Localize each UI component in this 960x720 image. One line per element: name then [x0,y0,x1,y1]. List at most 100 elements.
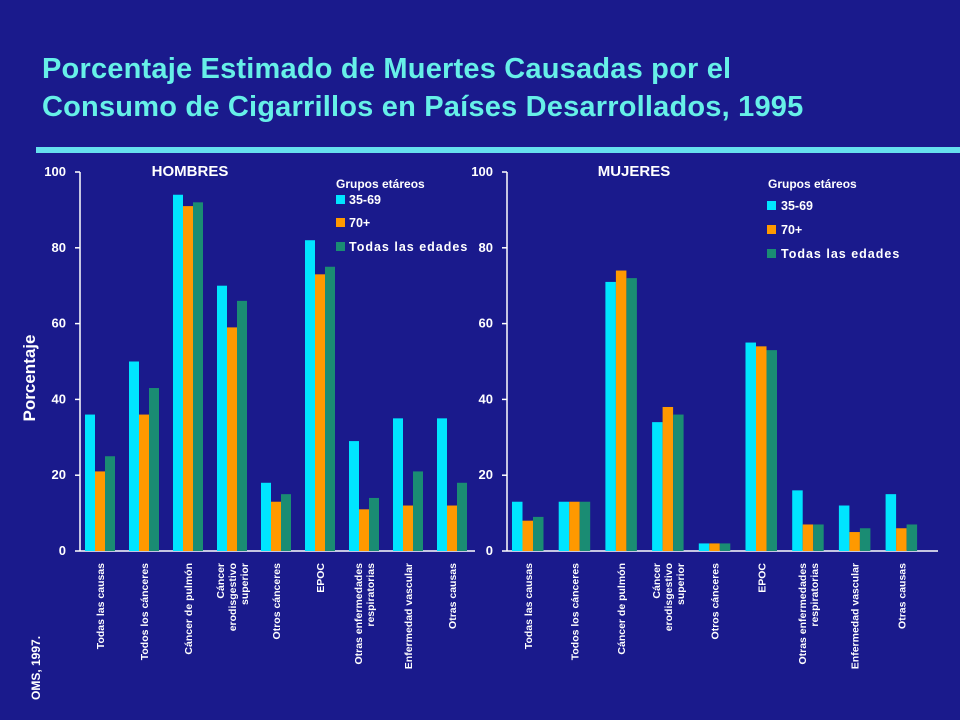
hombres-bar-todas [193,202,203,551]
mujeres-category-label: Otros cánceres [710,563,722,640]
hombres-category-label: Otras enfermedades [353,563,365,665]
hombres-bar-todas [369,497,379,551]
mujeres-legend-label: 35-69 [781,199,813,213]
mujeres-bar-70plus [662,406,674,551]
hombres-bar-35-69 [349,441,359,551]
hombres-bar-70plus [359,509,369,551]
mujeres-bar-todas [766,350,777,551]
mujeres-bar-todas [906,524,918,551]
hombres-bar-35-69 [85,414,95,551]
mujeres-bar-35-69 [558,501,570,551]
mujeres-bar-70plus [569,501,580,551]
mujeres-bar-70plus [756,346,767,551]
mujeres-legend-label: Todas las edades [781,247,900,261]
hombres-bar-todas [237,300,247,551]
title-line-2: Consumo de Cigarrillos en Países Desarro… [42,91,804,123]
mujeres-bar-35-69 [652,422,663,551]
hombres-legend-label: 70+ [349,216,370,230]
hombres-bar-todas [105,456,115,551]
title-divider [36,147,960,153]
mujeres-legend-swatch [767,249,776,258]
mujeres-legend-label: 70+ [781,223,802,237]
mujeres-y-tick-label: 80 [479,240,493,255]
hombres-y-tick-label: 100 [44,164,66,179]
mujeres-category-label: EPOC [756,563,768,593]
mujeres-y-tick-label: 60 [479,316,493,331]
hombres-category-label: respiratorias [365,563,377,627]
mujeres-y-tick-label: 20 [479,467,493,482]
title-line-1: Porcentaje Estimado de Muertes Causadas … [42,53,732,85]
mujeres-bar-70plus [615,270,627,551]
hombres-y-tick-label: 80 [52,240,66,255]
hombres-category-label: Cáncer [215,563,227,599]
mujeres-legend-title: Grupos etáreos [768,177,857,191]
mujeres-legend-swatch [767,225,776,234]
hombres-category-label: Todas las causas [95,563,107,649]
hombres-y-axis-label: Porcentaje [20,335,39,422]
hombres-legend-label: 35-69 [349,193,381,207]
hombres-category-label: Otros cánceres [271,563,283,640]
mujeres-bar-35-69 [698,543,710,551]
mujeres-category-label: Otras enfermedades [797,563,809,665]
hombres-category-label: superior [239,563,251,605]
hombres-legend-label: Todas las edades [349,240,468,254]
hombres-bar-35-69 [129,361,139,551]
mujeres-bar-35-69 [885,494,897,551]
hombres-bar-todas [457,482,467,551]
hombres-y-tick-label: 60 [52,316,66,331]
hombres-category-label: Otras causas [447,563,459,629]
hombres-y-tick-label: 40 [52,391,66,406]
mujeres-bar-35-69 [745,342,756,551]
hombres-category-label: erodisgestivo [227,563,239,631]
mujeres-category-label: Cáncer [651,563,663,599]
slide-title: Porcentaje Estimado de Muertes Causadas … [42,50,942,126]
mujeres-bar-todas [626,278,637,551]
hombres-category-label: EPOC [315,563,327,593]
mujeres-category-label: Enfermedad vascular [850,563,862,669]
hombres-bar-70plus [315,274,325,551]
mujeres-legend-swatch [767,201,776,210]
hombres-bar-todas [281,494,291,551]
mujeres-bar-70plus [849,532,860,551]
mujeres-bar-70plus [522,520,533,551]
mujeres-y-tick-label: 0 [486,543,493,558]
mujeres-category-label: superior [675,563,687,605]
mujeres-category-label: Todas las causas [523,563,535,649]
hombres-bar-70plus [271,501,281,551]
hombres-bar-todas [325,266,335,551]
mujeres-bar-todas [719,543,731,551]
hombres-y-tick-label: 0 [59,543,66,558]
hombres-bar-35-69 [437,418,447,551]
hombres-bar-70plus [227,327,237,551]
hombres-y-tick-label: 20 [52,467,66,482]
hombres-bar-70plus [139,414,149,551]
mujeres-category-label: Todos los cánceres [570,563,582,660]
mujeres-bar-todas [673,414,684,551]
hombres-bar-70plus [403,505,413,551]
mujeres-bar-todas [579,501,591,551]
hombres-bar-70plus [447,505,457,551]
mujeres-category-label: erodisgestivo [663,563,675,631]
hombres-category-label: Cáncer de pulmón [183,563,195,655]
hombres-bar-35-69 [261,482,271,551]
mujeres-bar-70plus [802,524,814,551]
mujeres-category-label: Cáncer de pulmón [616,563,628,655]
mujeres-y-tick-label: 40 [479,391,493,406]
mujeres-y-tick-label: 100 [471,164,493,179]
hombres-legend-swatch [336,242,345,251]
mujeres-bar-35-69 [838,505,850,551]
hombres-bar-35-69 [393,418,403,551]
hombres-category-label: Enfermedad vascular [403,563,415,669]
hombres-legend-swatch [336,218,345,227]
mujeres-bar-todas [533,516,544,551]
source-note: OMS, 1997. [29,636,43,700]
hombres-panel-title: HOMBRES [152,163,229,180]
hombres-bar-35-69 [173,194,183,552]
hombres-bar-todas [413,471,423,551]
mujeres-bar-70plus [896,528,907,551]
hombres-category-label: Todos los cánceres [139,563,151,660]
hombres-bar-35-69 [217,285,227,551]
hombres-legend-swatch [336,195,345,204]
hombres-legend-title: Grupos etáreos [336,177,425,191]
